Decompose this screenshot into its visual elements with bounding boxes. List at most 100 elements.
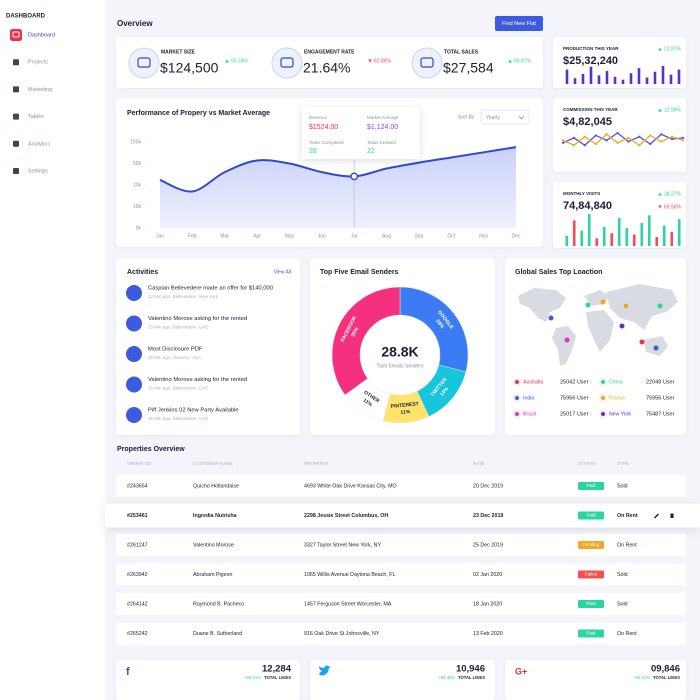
world-map (518, 284, 678, 366)
table-row[interactable] (116, 622, 686, 645)
table-cell: #264142 (127, 601, 148, 607)
stat-value: 21.64% (303, 60, 350, 76)
stat-icon (411, 47, 443, 79)
tooltip-label: Revenue (309, 115, 328, 120)
legend-value: 75487 User (646, 411, 675, 417)
button-label[interactable]: Find New Flat (502, 21, 536, 27)
legend-value: 25042 User (560, 379, 589, 385)
nav-item[interactable]: Analytics (28, 141, 50, 147)
tooltip-label: Tasks Completed (309, 140, 344, 145)
mini-bar (587, 214, 591, 246)
social-value: 09,846 (651, 664, 680, 675)
table-cell: Quicho Hollandaise (193, 483, 239, 489)
dropdown-value[interactable]: Yearly (486, 115, 500, 121)
table-cell: Duane B. Sutherland (193, 631, 242, 637)
status-badge (578, 482, 604, 490)
table-cell: Raymond B. Pacheco (193, 601, 244, 607)
mini-bar (625, 228, 629, 246)
card-change: 12.58% (664, 107, 682, 113)
card-change: 38.27% (664, 191, 682, 197)
dropdown[interactable] (480, 109, 530, 125)
table-cell: 1065 Willis Avenue Daytona Beach, FL (304, 572, 396, 578)
segment-value: 14% (439, 386, 450, 398)
legend-dot (514, 379, 520, 385)
mini-point (572, 136, 576, 140)
mini-point (572, 144, 576, 147)
mini-line (562, 132, 684, 147)
status-text: Paid (586, 601, 596, 606)
mini-point (649, 134, 652, 137)
legend-name: China (609, 379, 623, 385)
social-value: 10,946 (456, 664, 485, 675)
nav-item[interactable]: Settings (28, 168, 48, 174)
table-cell: #263942 (127, 572, 148, 578)
avatar (126, 376, 142, 393)
mini-point (660, 140, 663, 143)
trend-arrow (658, 108, 662, 112)
mini-bar (610, 233, 614, 246)
mini-point (594, 134, 597, 137)
mini-bar (632, 234, 636, 246)
mini-bar (677, 219, 681, 246)
mini-bar (677, 69, 681, 84)
mini-bar (573, 78, 577, 84)
trend-arrow (368, 59, 372, 63)
stat-icon (271, 47, 303, 79)
nav-icon-inner (12, 31, 20, 38)
map-pin (639, 339, 645, 345)
sidebar (0, 0, 105, 700)
button[interactable] (495, 16, 543, 31)
tooltip-value: $1524.00 (309, 124, 338, 131)
edit-icon[interactable] (654, 513, 659, 519)
social-value: 12,284 (262, 664, 292, 675)
nav-item[interactable]: Marketing (28, 87, 52, 93)
stat-label: TOTAL SALES (444, 49, 479, 55)
legend-value: 75956 User (646, 395, 675, 401)
table-row[interactable] (116, 475, 686, 497)
y-tick-label: 20k (133, 182, 142, 188)
card-label: COMMISSION THIS YEAR (563, 107, 618, 112)
social-change: +65.45% (438, 675, 455, 680)
status-text: Paid (586, 631, 596, 636)
social-icon: f (126, 666, 130, 678)
activity-text: Valentino Morose asking for the rented (148, 377, 247, 383)
mini-point (660, 133, 663, 136)
hover-marker (350, 172, 359, 181)
table-cell: 13 Feb 2020 (473, 631, 503, 637)
table-row[interactable] (116, 593, 686, 615)
stat-icon-glyph (280, 57, 294, 68)
mini-bar (595, 238, 599, 246)
table-cell: Valentino Morose (193, 542, 234, 548)
x-tick-label: Oct (447, 233, 455, 239)
column-header: STATUS (578, 461, 595, 466)
table-cell: 25 Dec 2019 (473, 542, 503, 548)
card-value: $25,32,240 (563, 55, 618, 67)
mini-bar (629, 73, 633, 84)
segment-value: 29% (434, 318, 445, 330)
x-tick-label: Dec (512, 233, 521, 239)
table-cell: On Rent (617, 513, 638, 519)
status-badge (578, 570, 604, 579)
nav-item[interactable]: Dashboard (28, 32, 55, 38)
social-change: +65.21% (244, 675, 261, 680)
nav-item[interactable]: Projects (28, 60, 48, 66)
mini-point (605, 139, 608, 142)
legend-name: Brazil (523, 411, 536, 417)
table-cell: #265242 (127, 631, 148, 637)
mini-bar (670, 231, 674, 246)
delete-icon[interactable] (670, 513, 674, 519)
activity-meta: 15 Min ago, Bellevedere, UAE (148, 325, 208, 330)
tooltip-value: 22 (367, 148, 375, 155)
legend-dot (514, 411, 520, 417)
table-cell: #261247 (127, 542, 148, 548)
link[interactable]: View All (274, 269, 291, 275)
legend-name: Australia (523, 379, 543, 385)
nav-item[interactable]: Tables (28, 114, 44, 120)
status-text: Pending (583, 542, 600, 547)
legend-name: India (523, 395, 534, 401)
table-row[interactable] (116, 563, 686, 586)
map-pin (653, 345, 659, 351)
status-text: Paid (586, 513, 596, 518)
table-row[interactable] (116, 534, 686, 556)
x-tick-label: Mar (220, 233, 229, 239)
